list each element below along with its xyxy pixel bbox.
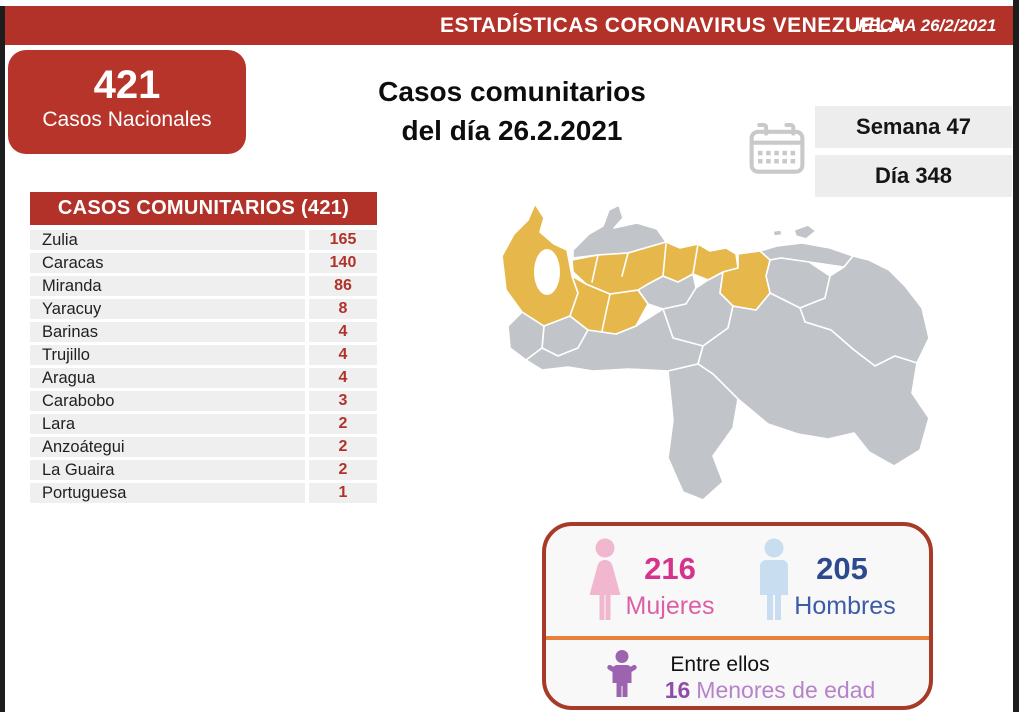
state-value: 4 [309,345,377,365]
state-name: Miranda [30,276,305,296]
minors-line: 16 Menores de edad [620,677,920,704]
men-count: 205 [816,551,868,586]
state-value: 4 [309,322,377,342]
map-island-small [772,229,783,237]
demographics-divider [546,636,929,640]
table-row: Aragua 4 [30,368,377,388]
state-name: Zulia [30,230,305,250]
table-row: Miranda 86 [30,276,377,296]
state-value: 3 [309,391,377,411]
table-row: Trujillo 4 [30,345,377,365]
national-cases-label: Casos Nacionales [42,108,212,131]
men-label: Hombres [794,592,896,620]
left-frame-bar [0,6,5,712]
state-value: 4 [309,368,377,388]
women-count: 216 [644,551,696,586]
header-date: FECHA 26/2/2021 [858,16,997,35]
state-value: 8 [309,299,377,319]
calendar-dots [757,150,796,164]
women-label: Mujeres [625,592,715,620]
calendar-icon [749,122,805,174]
day-badge: Día 348 [815,155,1012,197]
state-value: 2 [309,437,377,457]
state-name: Barinas [30,322,305,342]
header-title: ESTADÍSTICAS CORONAVIRUS VENEZUELA [440,14,905,37]
table-row: Portuguesa 1 [30,483,377,503]
venezuela-map [501,203,930,501]
state-name: Trujillo [30,345,305,365]
map-state-amazonas [667,363,739,501]
map-border-lines [591,243,699,332]
minors-count: 16 [664,677,691,703]
state-value: 86 [309,276,377,296]
state-value: 2 [309,460,377,480]
state-name: Lara [30,414,305,434]
map-lake-maracaibo [534,249,560,295]
minors-intro: Entre ellos [670,653,770,676]
state-name: Yaracuy [30,299,305,319]
table-row: Barinas 4 [30,322,377,342]
state-name: Anzoátegui [30,437,305,457]
map-state-anzoategui [719,250,771,311]
community-cases-table: Zulia 165 Caracas 140 Miranda 86 Yaracuy 8 B… [30,230,377,506]
map-island-margarita [793,224,817,240]
state-name: Aragua [30,368,305,388]
page-title-line2: del día 26.2.2021 [401,115,623,146]
table-row: Lara 2 [30,414,377,434]
female-icon [589,538,621,620]
state-value: 140 [309,253,377,273]
table-row: Carabobo 3 [30,391,377,411]
state-value: 165 [309,230,377,250]
state-name: Carabobo [30,391,305,411]
national-cases-value: 421 [93,63,161,107]
minors-label: Menores de edad [696,677,876,703]
state-value: 2 [309,414,377,434]
page-title-line1: Casos comunitarios [378,76,646,107]
state-value: 1 [309,483,377,503]
week-badge: Semana 47 [815,106,1012,148]
national-cases-box: 421 Casos Nacionales [8,50,246,154]
male-icon [760,538,788,620]
table-row: Zulia 165 [30,230,377,250]
table-row: Caracas 140 [30,253,377,273]
right-frame-bar [1013,0,1019,712]
header-band [5,6,1013,45]
table-row: Anzoátegui 2 [30,437,377,457]
table-row: Yaracuy 8 [30,299,377,319]
table-row: La Guaira 2 [30,460,377,480]
state-name: Caracas [30,253,305,273]
state-name: La Guaira [30,460,305,480]
child-icon [607,650,637,697]
state-name: Portuguesa [30,483,305,503]
map-state-apure [525,308,704,372]
table-title: CASOS COMUNITARIOS (421) [30,192,377,225]
